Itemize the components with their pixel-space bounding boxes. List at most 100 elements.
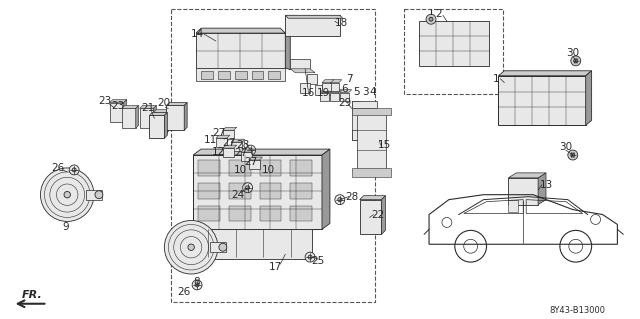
Text: 28: 28 bbox=[236, 140, 250, 150]
Polygon shape bbox=[260, 160, 282, 176]
Text: 27: 27 bbox=[244, 157, 257, 167]
Polygon shape bbox=[223, 148, 234, 157]
Polygon shape bbox=[154, 106, 156, 128]
Polygon shape bbox=[307, 74, 317, 84]
Polygon shape bbox=[260, 183, 282, 199]
Circle shape bbox=[40, 168, 94, 221]
Text: 23: 23 bbox=[99, 95, 111, 106]
Text: 11: 11 bbox=[204, 135, 216, 145]
Text: 27: 27 bbox=[212, 128, 225, 138]
Text: 27: 27 bbox=[234, 148, 247, 158]
Polygon shape bbox=[198, 183, 220, 199]
Circle shape bbox=[72, 168, 76, 172]
Polygon shape bbox=[154, 109, 170, 112]
Polygon shape bbox=[223, 145, 237, 148]
Polygon shape bbox=[198, 229, 312, 259]
Polygon shape bbox=[330, 83, 339, 91]
Text: 13: 13 bbox=[540, 180, 552, 190]
Polygon shape bbox=[231, 142, 242, 151]
Text: 18: 18 bbox=[335, 18, 348, 28]
Polygon shape bbox=[196, 68, 285, 81]
Circle shape bbox=[246, 145, 255, 155]
Text: 17: 17 bbox=[269, 262, 282, 272]
Polygon shape bbox=[381, 196, 385, 234]
Polygon shape bbox=[86, 190, 102, 200]
Circle shape bbox=[338, 198, 342, 202]
Polygon shape bbox=[167, 109, 170, 132]
Polygon shape bbox=[229, 183, 251, 199]
Polygon shape bbox=[229, 205, 251, 221]
Polygon shape bbox=[122, 108, 136, 128]
Circle shape bbox=[219, 243, 227, 251]
Polygon shape bbox=[322, 149, 330, 229]
Polygon shape bbox=[122, 106, 139, 108]
Polygon shape bbox=[352, 108, 392, 115]
Polygon shape bbox=[328, 85, 338, 94]
Text: 10: 10 bbox=[234, 165, 247, 175]
Circle shape bbox=[164, 220, 218, 274]
Text: 14: 14 bbox=[191, 29, 204, 39]
Text: 7: 7 bbox=[346, 74, 353, 84]
Polygon shape bbox=[218, 71, 230, 79]
Polygon shape bbox=[216, 135, 230, 138]
Polygon shape bbox=[241, 149, 255, 152]
Polygon shape bbox=[140, 108, 154, 128]
Polygon shape bbox=[140, 106, 156, 108]
Polygon shape bbox=[198, 160, 220, 176]
Circle shape bbox=[571, 56, 580, 66]
Text: 26: 26 bbox=[52, 163, 65, 173]
Circle shape bbox=[429, 17, 433, 21]
Polygon shape bbox=[248, 157, 262, 160]
Polygon shape bbox=[136, 106, 139, 128]
Polygon shape bbox=[352, 100, 376, 108]
Polygon shape bbox=[499, 71, 591, 76]
Text: 30: 30 bbox=[559, 142, 572, 152]
Text: 5: 5 bbox=[353, 86, 360, 97]
Polygon shape bbox=[166, 102, 187, 106]
Polygon shape bbox=[216, 138, 227, 147]
Polygon shape bbox=[320, 90, 332, 93]
Polygon shape bbox=[196, 28, 285, 33]
Circle shape bbox=[243, 183, 253, 193]
Polygon shape bbox=[150, 115, 164, 138]
Polygon shape bbox=[110, 102, 124, 122]
Polygon shape bbox=[229, 160, 251, 176]
Polygon shape bbox=[419, 21, 488, 66]
Text: FR.: FR. bbox=[22, 290, 43, 300]
Polygon shape bbox=[241, 152, 252, 161]
Polygon shape bbox=[538, 173, 546, 204]
Circle shape bbox=[335, 195, 345, 204]
Polygon shape bbox=[499, 76, 586, 125]
Polygon shape bbox=[223, 127, 237, 130]
Polygon shape bbox=[248, 160, 260, 169]
Text: 8Y43-B13000: 8Y43-B13000 bbox=[550, 306, 605, 315]
Text: 10: 10 bbox=[262, 165, 275, 175]
Polygon shape bbox=[252, 71, 264, 79]
Polygon shape bbox=[340, 93, 349, 100]
Text: 28: 28 bbox=[345, 192, 358, 202]
Polygon shape bbox=[196, 33, 285, 68]
Text: 27: 27 bbox=[222, 138, 236, 148]
Circle shape bbox=[308, 255, 312, 259]
Polygon shape bbox=[340, 90, 352, 93]
Circle shape bbox=[305, 252, 315, 262]
Text: 22: 22 bbox=[371, 210, 384, 219]
Polygon shape bbox=[193, 149, 330, 155]
Polygon shape bbox=[235, 71, 246, 79]
Circle shape bbox=[188, 244, 195, 250]
Circle shape bbox=[192, 280, 202, 290]
Text: 25: 25 bbox=[312, 256, 324, 266]
Polygon shape bbox=[356, 110, 387, 175]
Text: 12: 12 bbox=[212, 147, 225, 157]
Polygon shape bbox=[300, 83, 310, 93]
Polygon shape bbox=[352, 100, 360, 140]
Polygon shape bbox=[315, 85, 325, 94]
Circle shape bbox=[246, 186, 250, 190]
Text: 19: 19 bbox=[316, 88, 330, 98]
Polygon shape bbox=[322, 85, 332, 94]
Text: 24: 24 bbox=[231, 190, 244, 200]
Text: 20: 20 bbox=[157, 99, 170, 108]
Polygon shape bbox=[154, 112, 167, 132]
Text: 4: 4 bbox=[369, 86, 376, 97]
Circle shape bbox=[64, 191, 70, 198]
